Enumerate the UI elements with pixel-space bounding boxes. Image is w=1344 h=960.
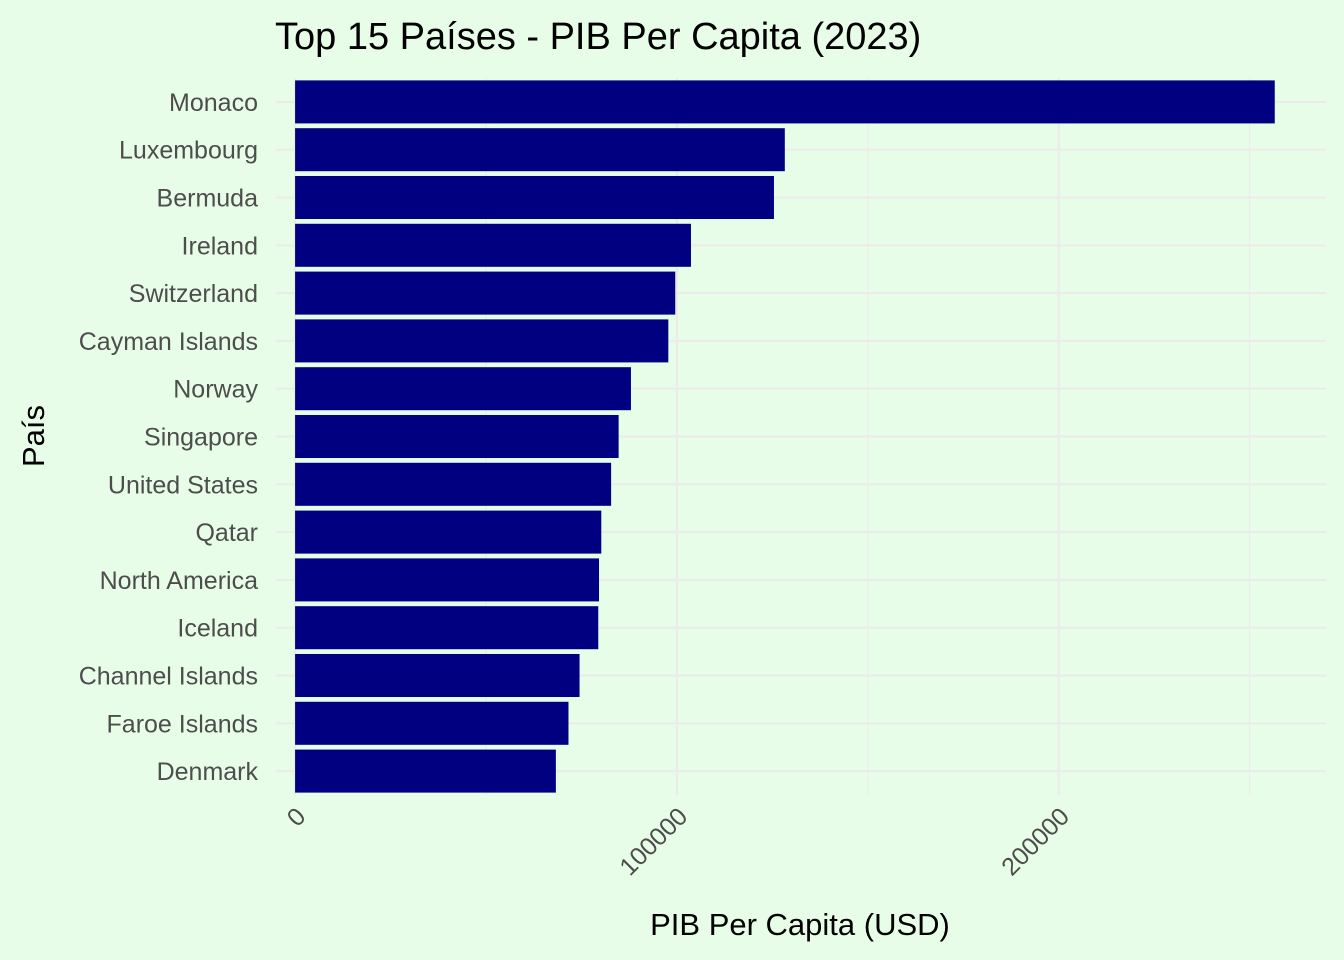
bar-iceland [295, 606, 599, 650]
y-axis-title: País [16, 405, 51, 467]
y-tick-label: North America [100, 567, 258, 595]
bar-cayman-islands [295, 319, 669, 363]
y-tick-label: Cayman Islands [79, 328, 258, 356]
y-tick-label: Qatar [195, 519, 258, 547]
chart-title: Top 15 Países - PIB Per Capita (2023) [275, 16, 921, 58]
bar-switzerland [295, 271, 676, 315]
bar-channel-islands [295, 653, 580, 698]
y-tick-label: Iceland [177, 615, 258, 643]
y-tick-label: Luxembourg [119, 137, 258, 165]
x-tick-labels: 0 100000 200000 [282, 802, 1075, 881]
bar-denmark [295, 749, 556, 793]
x-axis-title: PIB Per Capita (USD) [650, 907, 950, 942]
x-tick-label: 100000 [614, 802, 693, 881]
y-tick-label: Bermuda [157, 185, 259, 213]
y-tick-label: Channel Islands [79, 663, 258, 691]
y-tick-label: Norway [173, 376, 258, 404]
bar-monaco [295, 80, 1275, 124]
bars [295, 80, 1275, 793]
y-tick-label: Singapore [144, 424, 258, 452]
y-tick-label: Faroe Islands [107, 710, 258, 738]
bar-faroe-islands [295, 701, 569, 745]
bar-north-america [295, 558, 600, 602]
bar-luxembourg [295, 128, 785, 172]
bar-qatar [295, 510, 602, 554]
x-tick-label: 200000 [996, 802, 1075, 881]
bar-singapore [295, 414, 619, 459]
y-tick-label: Ireland [182, 232, 258, 260]
y-tick-label: United States [108, 471, 258, 499]
y-tick-label: Denmark [157, 758, 259, 786]
y-tick-labels: Monaco Luxembourg Bermuda Ireland Switzerlan… [79, 89, 259, 786]
bar-norway [295, 367, 631, 411]
y-tick-label: Monaco [169, 89, 258, 117]
bar-bermuda [295, 175, 774, 220]
y-tick-label: Switzerland [129, 280, 258, 308]
bar-ireland [295, 223, 691, 267]
bar-united-states [295, 462, 612, 506]
x-tick-label: 0 [282, 802, 312, 832]
